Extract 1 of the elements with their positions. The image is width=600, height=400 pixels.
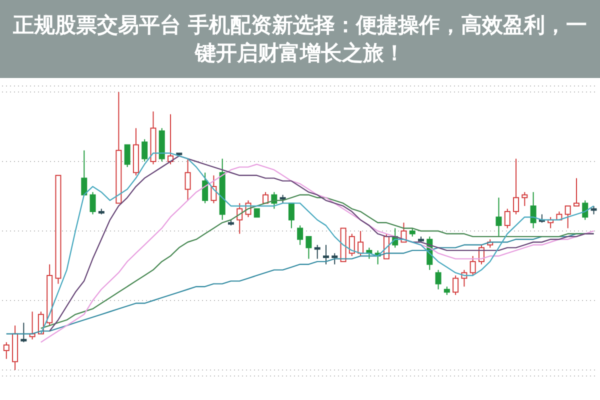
chart-title: 正规股票交易平台 手机配资新选择：便捷操作，高效盈利，一键开启财富增长之旅！ — [0, 0, 600, 78]
